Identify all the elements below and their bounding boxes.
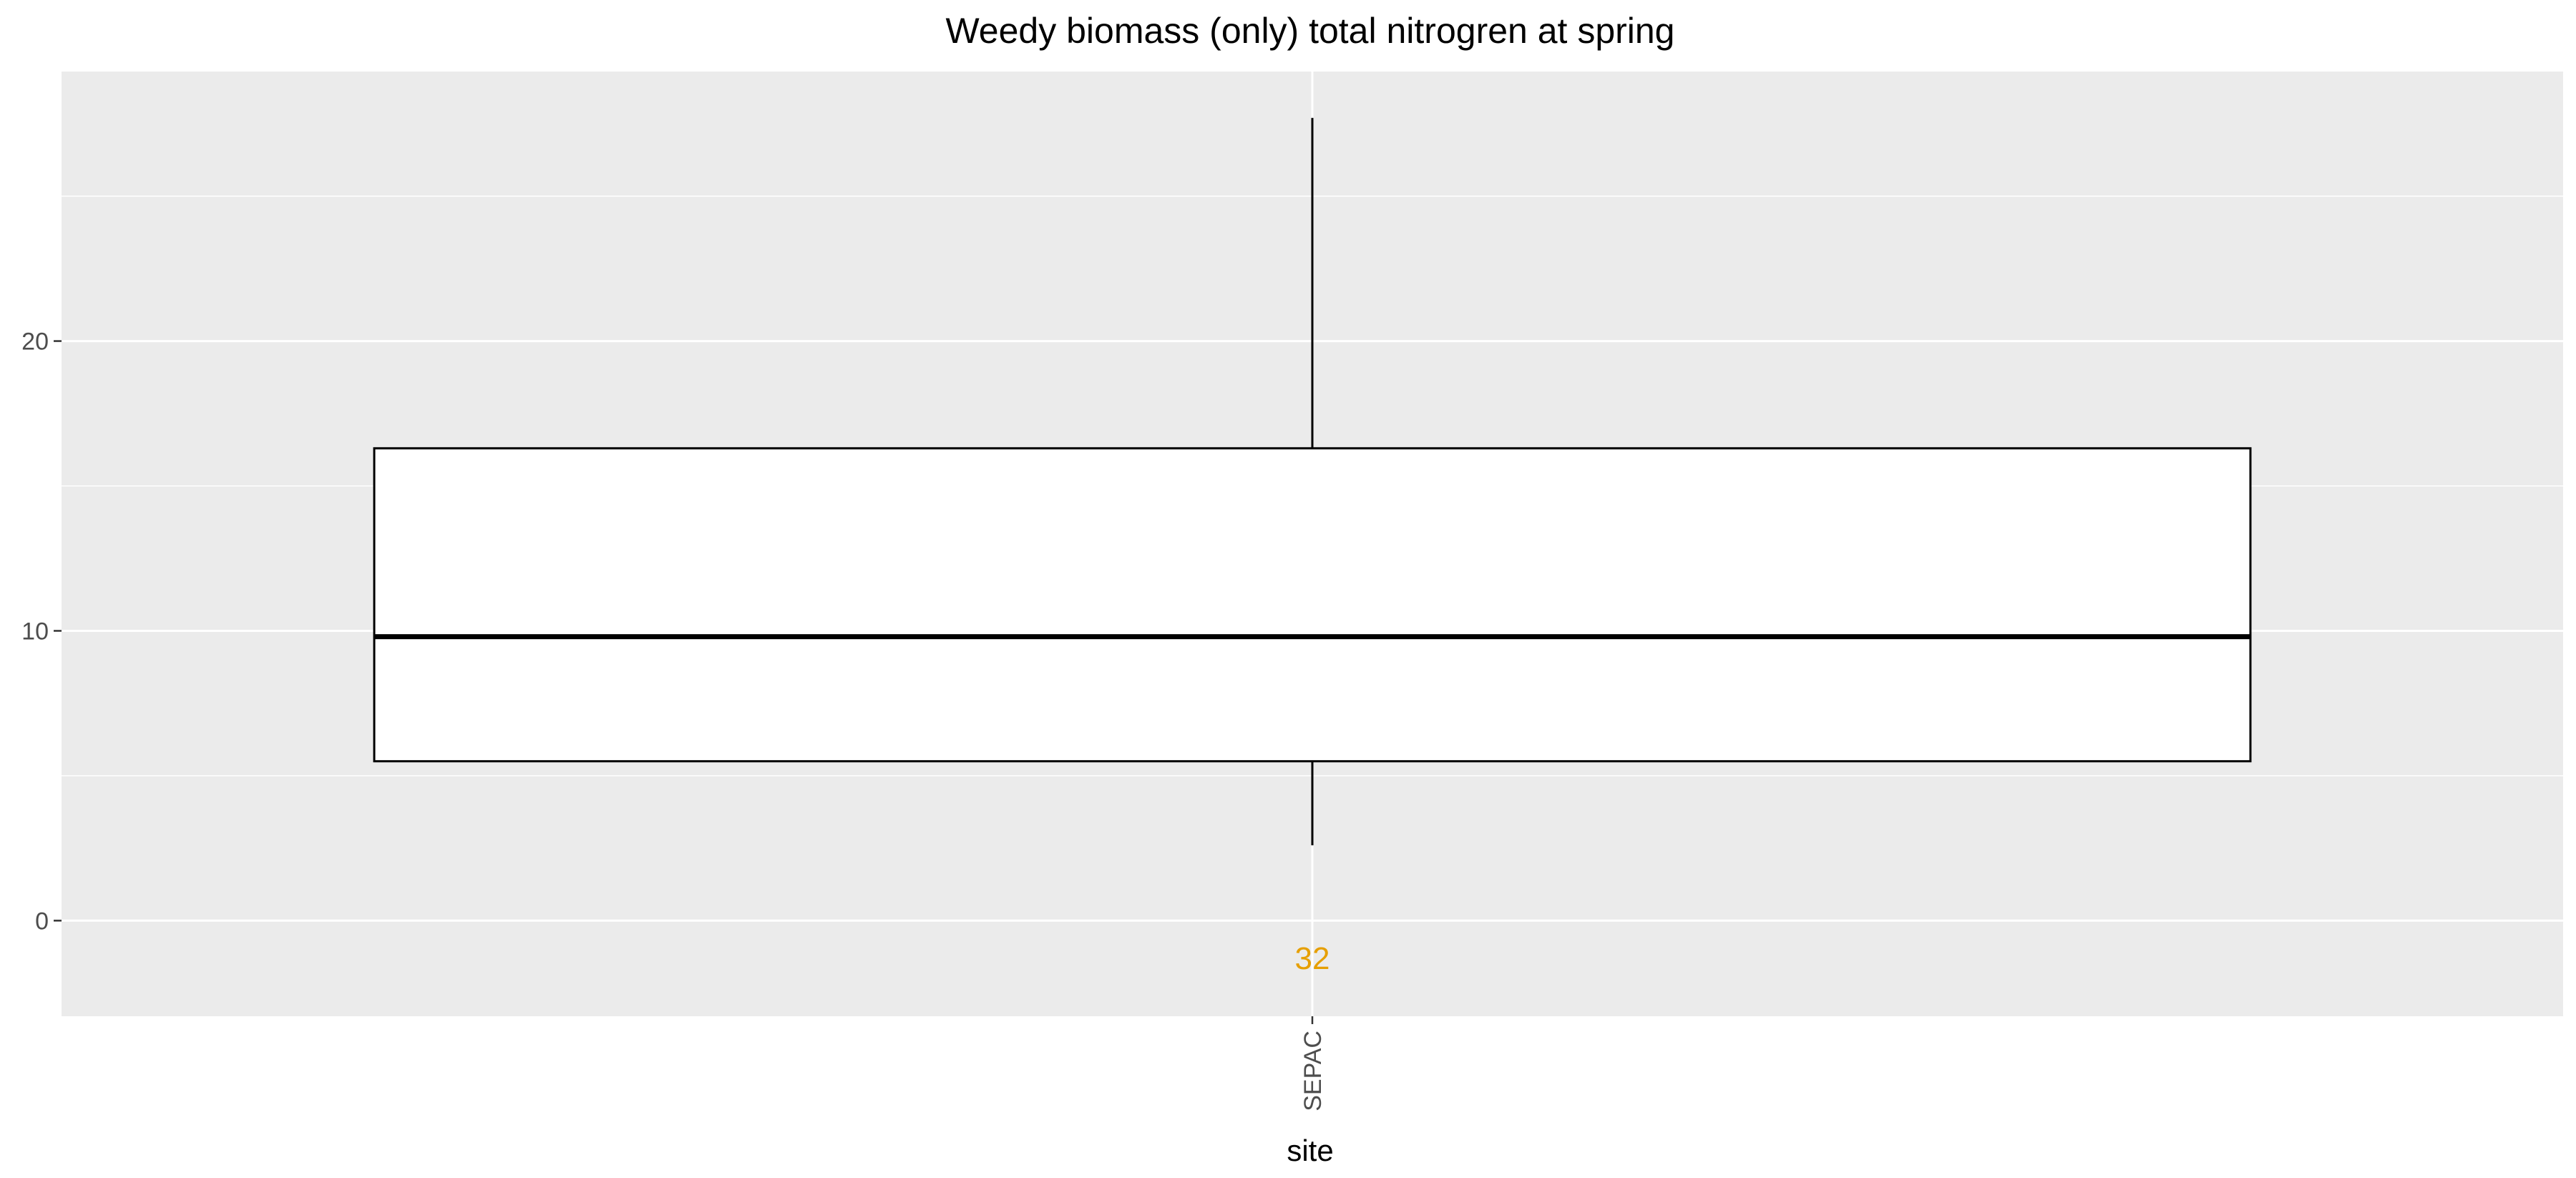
chart-title: Weedy biomass (only) total nitrogren at …: [946, 11, 1675, 51]
boxplots: [373, 117, 2252, 846]
box: [373, 447, 2252, 763]
y-tick-label: 0: [35, 907, 49, 935]
y-tick-label: 10: [21, 618, 49, 645]
x-tick-label: SEPAC: [1299, 1031, 1327, 1111]
x-axis: SEPAC: [1299, 1016, 1327, 1111]
y-tick-label: 20: [21, 328, 49, 356]
y-axis: 0 10 20: [21, 328, 62, 935]
count-labels: 32: [1295, 941, 1330, 976]
x-axis-title: site: [1287, 1134, 1333, 1167]
count-label: 32: [1295, 941, 1330, 976]
